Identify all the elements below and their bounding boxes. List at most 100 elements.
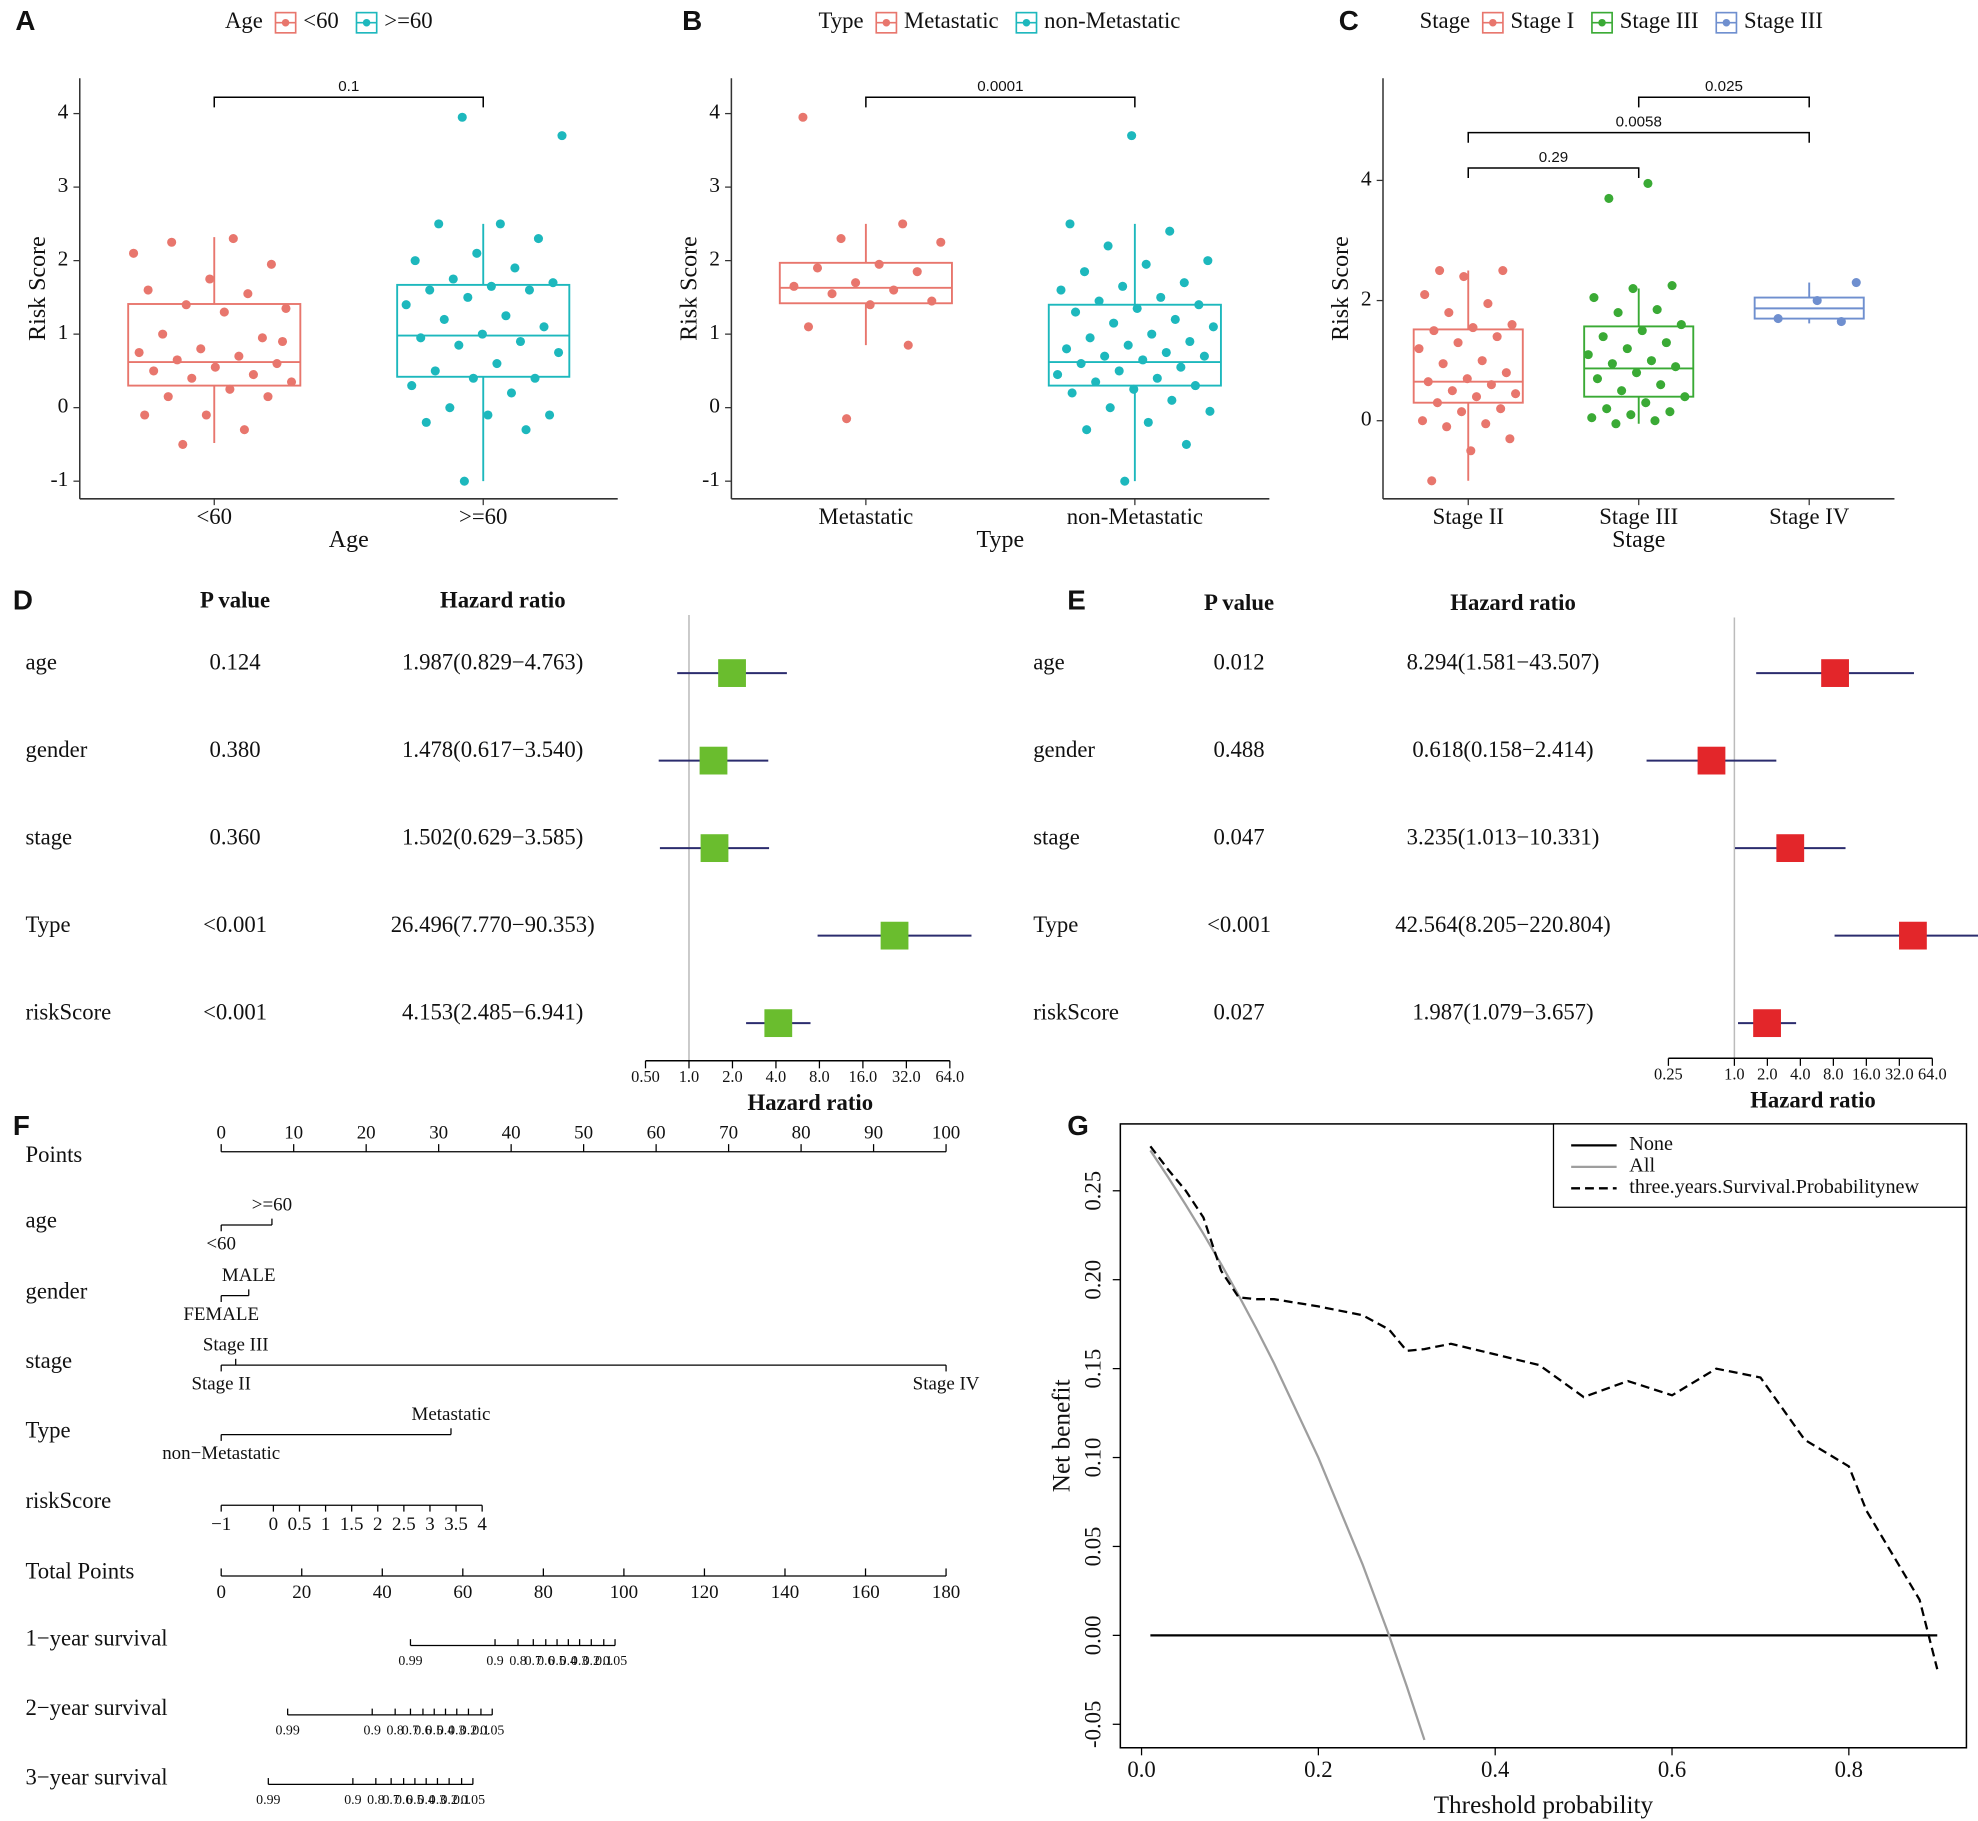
row-label: stage (25, 824, 72, 849)
data-point (163, 392, 173, 402)
data-point (1611, 419, 1621, 429)
survival-label: 0.4 (418, 1793, 435, 1808)
column-header: Hazard ratio (1450, 590, 1576, 615)
data-point (1628, 284, 1638, 294)
row-label: Points (25, 1142, 82, 1167)
data-point (129, 248, 139, 258)
data-point (1453, 338, 1463, 348)
survival-label: 0.7 (402, 1724, 419, 1739)
p-value: 0.027 (1213, 1000, 1264, 1025)
y-tick-label: 3 (709, 173, 720, 197)
data-point (1643, 178, 1653, 188)
data-point (459, 476, 469, 486)
data-point (803, 322, 814, 332)
data-point (912, 267, 922, 277)
survival-label: 0.5 (406, 1793, 423, 1808)
legend-label: Metastatic (904, 8, 999, 33)
data-point (1165, 226, 1175, 236)
legend-title: Type (819, 8, 864, 33)
survival-label: 0.3 (448, 1724, 465, 1739)
x-tick-label: Metastatic (819, 504, 914, 529)
data-point (1442, 422, 1452, 432)
data-point (1481, 419, 1491, 429)
data-point (239, 425, 249, 435)
legend-key-dot (1022, 18, 1031, 27)
survival-label: 0.99 (398, 1654, 422, 1669)
survival-label: 0.6 (395, 1793, 412, 1808)
data-point (1094, 296, 1104, 306)
data-point (1773, 314, 1783, 324)
significance-bracket (213, 96, 484, 108)
data-point (851, 278, 861, 288)
row-label: age (25, 1208, 57, 1233)
y-tick-label: 0.25 (1080, 1171, 1105, 1211)
row-label: Type (1033, 912, 1078, 937)
data-point (501, 311, 511, 321)
data-point (1498, 265, 1508, 276)
data-point (1103, 241, 1113, 251)
variable-label: −1 (211, 1514, 231, 1535)
survival-label: 0.05 (603, 1654, 627, 1669)
data-point (445, 403, 455, 413)
hazard-ratio-text: 26.496(7.770−90.353) (391, 912, 595, 937)
data-point (277, 336, 288, 347)
x-tick-label: <60 (196, 504, 232, 529)
data-point (1114, 366, 1124, 376)
data-point (463, 292, 473, 302)
x-tick-label: 32.0 (1885, 1065, 1914, 1084)
panel-letter: A (15, 5, 35, 36)
data-point (1598, 332, 1608, 342)
y-tick-label: 4 (1361, 166, 1372, 190)
variable-label: 4 (477, 1514, 487, 1535)
data-point (1105, 403, 1115, 413)
data-point (1511, 389, 1521, 399)
legend-box (1552, 1123, 1968, 1208)
y-tick-label: -1 (51, 467, 69, 491)
data-point (178, 439, 188, 449)
hazard-ratio-text: 0.618(0.158−2.414) (1412, 737, 1593, 762)
row-label: 1−year survival (25, 1626, 167, 1651)
y-tick-label: 2 (709, 247, 720, 271)
data-point (1631, 368, 1642, 378)
x-tick-label: 16.0 (1852, 1065, 1881, 1084)
data-point (1602, 404, 1612, 414)
data-point (1462, 374, 1472, 384)
data-point (515, 336, 526, 347)
y-tick-label: 4 (709, 100, 720, 124)
data-point (1505, 434, 1515, 444)
total-points-tick-label: 120 (690, 1582, 718, 1603)
x-tick-label: 16.0 (849, 1067, 878, 1086)
legend-key-dot (1598, 18, 1606, 27)
data-point (281, 303, 291, 313)
x-tick-label: 2.0 (722, 1067, 743, 1086)
data-point (201, 410, 211, 420)
data-point (407, 381, 417, 391)
row-label: gender (25, 737, 87, 762)
data-point (865, 300, 875, 310)
data-point (1646, 356, 1657, 366)
data-point (1152, 373, 1162, 383)
data-point (842, 414, 852, 424)
data-point (1065, 219, 1075, 229)
data-point (1851, 278, 1861, 288)
data-point (1507, 320, 1517, 330)
variable-label: 3 (425, 1514, 434, 1535)
legend-label: non-Metastatic (1044, 8, 1180, 33)
y-tick-label: 0.20 (1080, 1260, 1105, 1300)
data-point (219, 307, 229, 317)
data-point (1138, 355, 1148, 365)
hazard-ratio-text: 1.478(0.617−3.540) (402, 737, 583, 762)
x-axis-label: Hazard ratio (748, 1090, 874, 1115)
y-tick-label: 0.15 (1080, 1349, 1105, 1389)
hazard-ratio-text: 1.502(0.629−3.585) (402, 824, 583, 849)
panel-letter: E (1067, 585, 1086, 616)
data-point (149, 366, 159, 376)
data-point (936, 237, 946, 247)
points-tick-label: 40 (502, 1122, 521, 1143)
hazard-ratio-text: 8.294(1.581−43.507) (1407, 649, 1600, 674)
x-tick-label: 8.0 (809, 1067, 830, 1086)
points-tick-label: 30 (429, 1122, 448, 1143)
data-point (1661, 338, 1671, 348)
data-point (1435, 265, 1445, 276)
points-tick-label: 90 (864, 1122, 883, 1143)
